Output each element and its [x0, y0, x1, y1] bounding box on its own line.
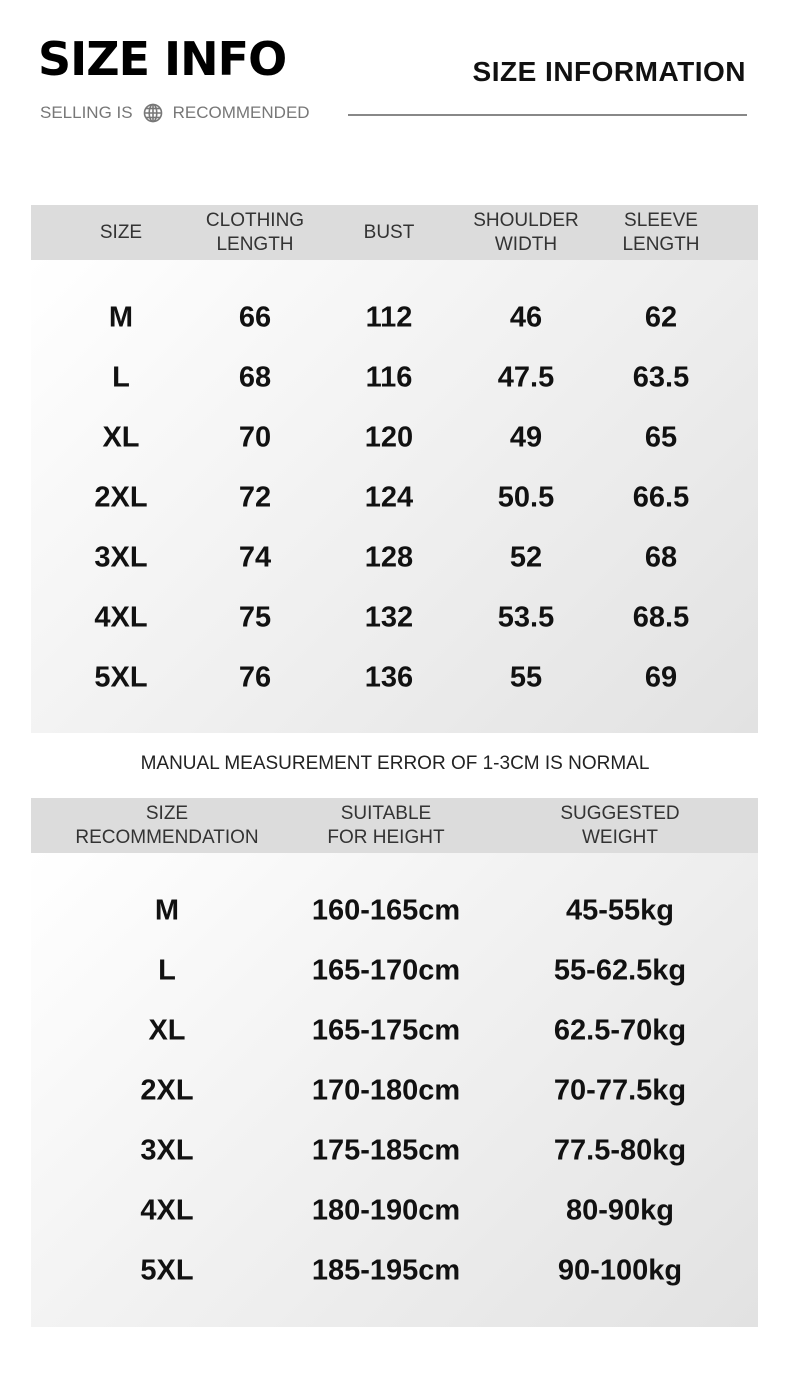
table-cell: 180-190cm	[311, 1194, 461, 1227]
table-cell: XL	[148, 1014, 186, 1047]
table-cell: 90-100kg	[557, 1254, 683, 1287]
recommendation-table-header	[31, 798, 758, 853]
table-cell: 5XL	[94, 661, 148, 694]
subtitle-right: RECOMMENDED	[172, 103, 310, 122]
table-cell: 124	[364, 481, 414, 514]
page-title: SIZE INFO	[38, 32, 287, 86]
table-cell: 66	[238, 301, 272, 334]
table-cell: 116	[365, 361, 413, 394]
table-cell: 136	[364, 661, 414, 694]
table-cell: 185-195cm	[311, 1254, 461, 1287]
size-table-header	[31, 205, 758, 260]
table-cell: 47.5	[497, 361, 555, 394]
column-header: SUGGESTED WEIGHT	[560, 802, 680, 848]
table-cell: 3XL	[94, 541, 148, 574]
table-cell: 76	[238, 661, 272, 694]
table-cell: 52	[509, 541, 543, 574]
table-cell: 70-77.5kg	[553, 1074, 687, 1107]
table-cell: 5XL	[140, 1254, 194, 1287]
table-cell: L	[158, 954, 176, 987]
table-cell: 165-170cm	[311, 954, 461, 987]
table-cell: 53.5	[497, 601, 555, 634]
table-cell: 50.5	[497, 481, 555, 514]
table-cell: 68	[644, 541, 678, 574]
table-cell: 70	[238, 421, 272, 454]
column-header: SUITABLE FOR HEIGHT	[327, 802, 445, 848]
column-header: CLOTHING LENGTH	[205, 209, 305, 255]
table-cell: 46	[509, 301, 543, 334]
column-header: BUST	[363, 221, 415, 243]
table-cell: 68.5	[632, 601, 690, 634]
subtitle: SELLING IS RECOMMENDED	[40, 103, 310, 123]
globe-icon	[143, 103, 162, 123]
table-cell: 55-62.5kg	[553, 954, 687, 987]
table-cell: 2XL	[140, 1074, 194, 1107]
table-cell: 160-165cm	[311, 894, 461, 927]
table-cell: 62	[644, 301, 678, 334]
section-title: SIZE INFORMATION	[472, 56, 746, 87]
recommendation-table: SIZE RECOMMENDATION SUITABLE FOR HEIGHT SU…	[31, 798, 758, 1327]
table-cell: 4XL	[140, 1194, 194, 1227]
table-cell: 75	[238, 601, 272, 634]
table-cell: M	[154, 894, 180, 927]
table-cell: 77.5-80kg	[553, 1134, 687, 1167]
column-header: SIZE	[99, 221, 143, 243]
column-header: SHOULDER WIDTH	[473, 209, 579, 255]
recommendation-table-body	[31, 853, 758, 1327]
table-cell: 72	[238, 481, 272, 514]
table-cell: 65	[644, 421, 678, 454]
table-cell: 4XL	[94, 601, 148, 634]
subtitle-left: SELLING IS	[40, 103, 133, 122]
table-cell: 69	[644, 661, 678, 694]
divider	[348, 114, 747, 116]
table-cell: 132	[364, 601, 414, 634]
table-cell: 3XL	[140, 1134, 194, 1167]
table-cell: M	[108, 301, 134, 334]
table-cell: 55	[509, 661, 543, 694]
table-cell: 165-175cm	[311, 1014, 461, 1047]
measurement-note: MANUAL MEASUREMENT ERROR OF 1-3CM IS NOR…	[140, 753, 650, 774]
table-cell: 62.5-70kg	[553, 1014, 687, 1047]
table-cell: XL	[102, 421, 140, 454]
table-cell: 74	[238, 541, 272, 574]
table-cell: 63.5	[632, 361, 690, 394]
table-cell: 68	[238, 361, 272, 394]
table-cell: 112	[365, 301, 413, 334]
table-cell: 45-55kg	[565, 894, 675, 927]
table-cell: 80-90kg	[565, 1194, 675, 1227]
table-cell: 66.5	[632, 481, 690, 514]
table-cell: 175-185cm	[311, 1134, 461, 1167]
size-table: SIZE CLOTHING LENGTH BUST SHOULDER WIDTH SLE…	[31, 205, 758, 733]
size-table-body	[31, 260, 758, 733]
column-header: SIZE RECOMMENDATION	[75, 802, 259, 848]
table-cell: L	[112, 361, 130, 394]
table-cell: 170-180cm	[311, 1074, 461, 1107]
table-cell: 2XL	[94, 481, 148, 514]
table-cell: 49	[509, 421, 543, 454]
table-cell: 128	[364, 541, 414, 574]
table-cell: 120	[364, 421, 414, 454]
column-header: SLEEVE LENGTH	[622, 209, 700, 255]
